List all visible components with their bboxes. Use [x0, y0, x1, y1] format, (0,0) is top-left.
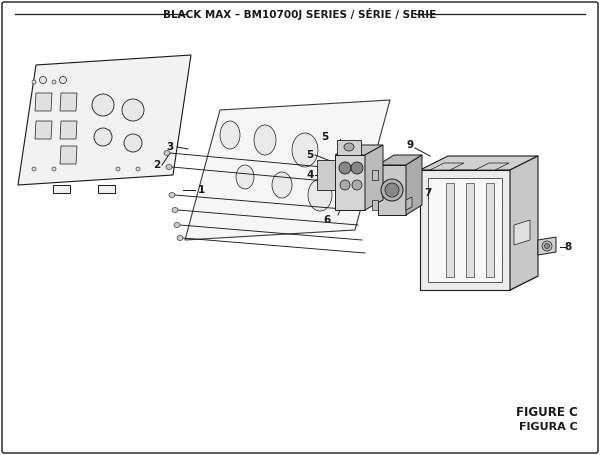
Text: 6: 6: [323, 215, 331, 225]
Polygon shape: [98, 185, 115, 193]
Polygon shape: [35, 93, 52, 111]
Ellipse shape: [59, 76, 67, 84]
Ellipse shape: [94, 128, 112, 146]
Ellipse shape: [381, 179, 403, 201]
Ellipse shape: [351, 162, 363, 174]
Ellipse shape: [344, 143, 354, 151]
Polygon shape: [466, 183, 474, 277]
Ellipse shape: [169, 192, 175, 197]
Text: 3: 3: [166, 142, 173, 152]
Ellipse shape: [164, 151, 170, 156]
Text: FIGURA C: FIGURA C: [519, 422, 578, 432]
Ellipse shape: [124, 134, 142, 152]
Polygon shape: [18, 55, 191, 185]
Polygon shape: [60, 146, 77, 164]
Ellipse shape: [32, 167, 36, 171]
Polygon shape: [406, 155, 422, 215]
Polygon shape: [486, 183, 494, 277]
Text: 2: 2: [154, 160, 161, 170]
Polygon shape: [365, 145, 383, 210]
Ellipse shape: [116, 167, 120, 171]
Polygon shape: [60, 121, 77, 139]
Ellipse shape: [292, 133, 318, 167]
Ellipse shape: [174, 222, 180, 228]
Text: 4: 4: [307, 170, 314, 180]
Polygon shape: [420, 276, 538, 290]
Ellipse shape: [352, 180, 362, 190]
Polygon shape: [335, 155, 365, 210]
Ellipse shape: [52, 80, 56, 84]
Polygon shape: [378, 155, 422, 165]
Polygon shape: [337, 140, 361, 155]
Polygon shape: [53, 185, 70, 193]
Polygon shape: [317, 160, 335, 190]
Polygon shape: [430, 163, 464, 170]
Ellipse shape: [272, 172, 292, 198]
Ellipse shape: [542, 241, 552, 251]
Text: 7: 7: [424, 188, 431, 198]
Ellipse shape: [172, 207, 178, 212]
Text: FIGURE C: FIGURE C: [516, 406, 578, 420]
Polygon shape: [335, 145, 383, 155]
Polygon shape: [35, 121, 52, 139]
Ellipse shape: [339, 162, 351, 174]
Polygon shape: [420, 170, 510, 290]
Text: BLACK MAX – BM10700J SERIES / SÉRIE / SERIE: BLACK MAX – BM10700J SERIES / SÉRIE / SE…: [163, 8, 437, 20]
Text: 8: 8: [565, 242, 572, 252]
Ellipse shape: [32, 80, 36, 84]
Ellipse shape: [385, 183, 399, 197]
Text: 5: 5: [307, 150, 314, 160]
Ellipse shape: [545, 243, 550, 248]
Polygon shape: [428, 178, 502, 282]
Ellipse shape: [122, 99, 144, 121]
Polygon shape: [372, 200, 378, 210]
Polygon shape: [514, 220, 530, 245]
Polygon shape: [538, 237, 556, 255]
Polygon shape: [420, 156, 538, 170]
Polygon shape: [406, 197, 412, 210]
Text: 5: 5: [322, 132, 329, 142]
Polygon shape: [60, 93, 77, 111]
Ellipse shape: [166, 165, 172, 170]
Ellipse shape: [340, 180, 350, 190]
Ellipse shape: [308, 179, 332, 211]
Ellipse shape: [52, 167, 56, 171]
Polygon shape: [475, 163, 509, 170]
Ellipse shape: [136, 167, 140, 171]
Text: 9: 9: [406, 140, 413, 150]
Polygon shape: [185, 100, 390, 240]
Polygon shape: [378, 165, 406, 215]
Polygon shape: [372, 170, 378, 180]
Ellipse shape: [236, 165, 254, 189]
Polygon shape: [510, 156, 538, 290]
Ellipse shape: [254, 125, 276, 155]
Ellipse shape: [220, 121, 240, 149]
Ellipse shape: [177, 236, 183, 241]
Ellipse shape: [40, 76, 47, 84]
Text: 1: 1: [197, 185, 205, 195]
Polygon shape: [446, 183, 454, 277]
Ellipse shape: [92, 94, 114, 116]
